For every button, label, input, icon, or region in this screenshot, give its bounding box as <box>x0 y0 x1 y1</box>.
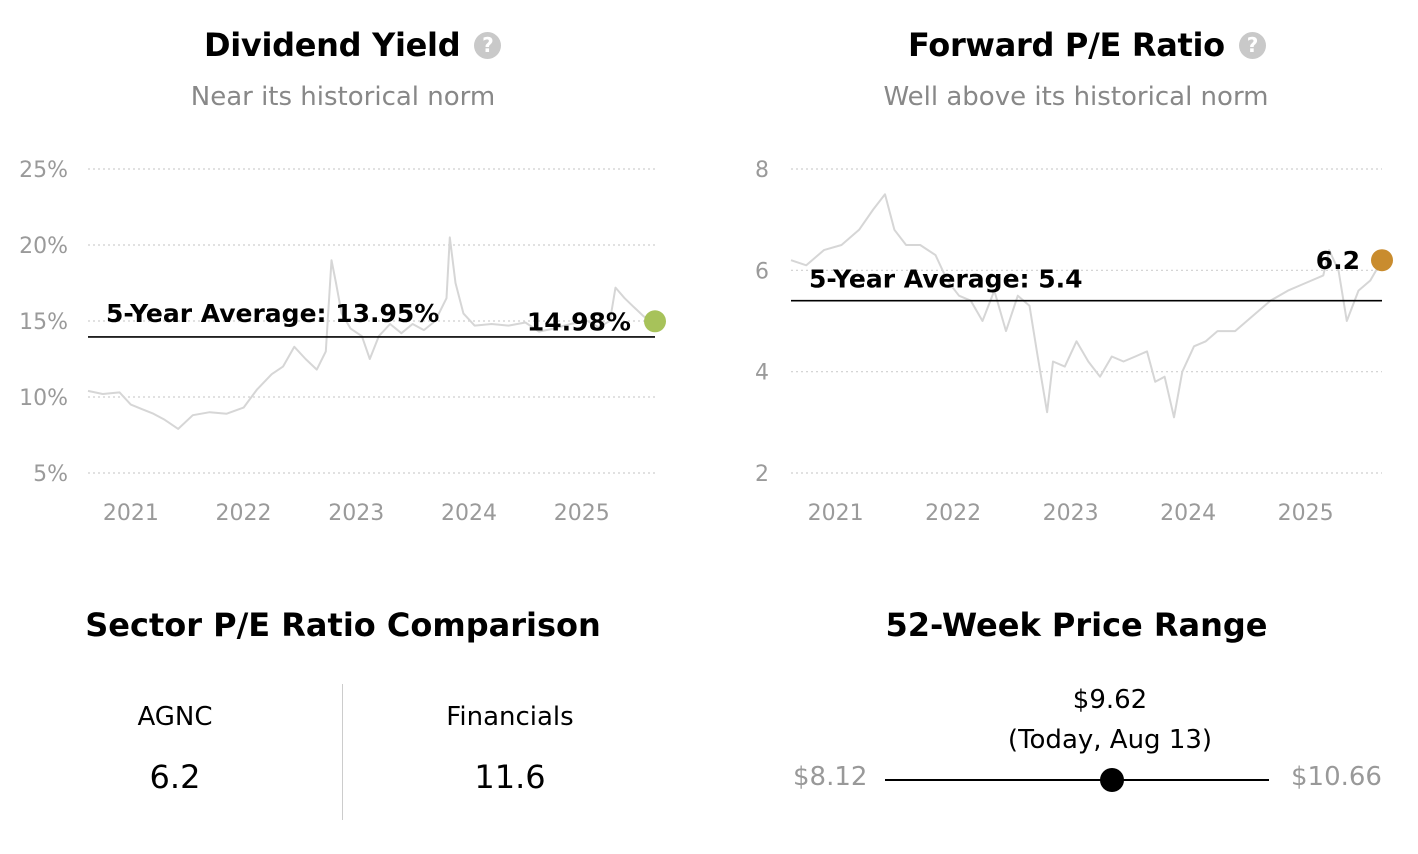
dividend-yield-title: Dividend Yield? <box>204 26 502 64</box>
price-range-current: $9.62 (Today, Aug 13) <box>960 680 1260 760</box>
current-point <box>1371 249 1393 272</box>
x-tick-label: 2025 <box>1278 501 1334 526</box>
price-range-title: 52-Week Price Range <box>885 606 1268 644</box>
average-label: 5-Year Average: 13.95% <box>106 299 439 328</box>
x-tick-label: 2022 <box>925 501 981 526</box>
current-point <box>644 310 666 333</box>
sector-value-financials: 11.6 <box>474 758 546 796</box>
price-range-track <box>885 779 1269 781</box>
help-icon[interactable]: ? <box>1238 32 1266 59</box>
series-line <box>790 193 1383 419</box>
x-tick-label: 2024 <box>1160 501 1216 526</box>
y-tick-label: 15% <box>19 310 68 335</box>
price-range-low: $8.12 <box>793 762 868 792</box>
x-tick-label: 2022 <box>216 501 272 526</box>
forward-pe-chart: 2 4 6 8 2021 2022 2023 2024 2025 5-Year Average: … <box>755 158 1393 526</box>
y-tick-label: 2 <box>755 462 769 487</box>
x-tick-label: 2024 <box>441 501 497 526</box>
dividend-yield-title-text: Dividend Yield <box>204 26 461 64</box>
x-tick-label: 2023 <box>1043 501 1099 526</box>
dividend-yield-subtitle: Near its historical norm <box>190 82 496 112</box>
help-icon[interactable]: ? <box>474 32 502 59</box>
y-tick-label: 4 <box>755 361 769 386</box>
current-price: $9.62 <box>1072 685 1148 715</box>
dividend-yield-chart: 5% 10% 15% 20% 25% 2021 2022 2023 2024 2025 5-Year… <box>19 158 666 526</box>
sector-name-financials: Financials <box>446 702 574 732</box>
current-price-note: (Today, Aug 13) <box>1007 725 1213 755</box>
current-value-label: 6.2 <box>1316 246 1360 275</box>
y-tick-label: 8 <box>755 158 769 183</box>
forward-pe-subtitle: Well above its historical norm <box>883 82 1269 112</box>
series-line <box>87 236 656 430</box>
y-tick-label: 20% <box>19 234 68 259</box>
y-tick-label: 25% <box>19 158 68 183</box>
forward-pe-title-text: Forward P/E Ratio <box>908 26 1225 64</box>
x-tick-label: 2023 <box>328 501 384 526</box>
price-range-marker[interactable] <box>1099 768 1124 792</box>
price-range-high: $10.66 <box>1291 762 1382 792</box>
y-tick-label: 10% <box>19 386 68 411</box>
x-tick-label: 2025 <box>554 501 610 526</box>
current-value-label: 14.98% <box>527 307 631 336</box>
average-label: 5-Year Average: 5.4 <box>809 265 1083 294</box>
x-tick-label: 2021 <box>103 501 159 526</box>
sector-name-agnc: AGNC <box>137 702 213 732</box>
forward-pe-title: Forward P/E Ratio? <box>908 26 1266 64</box>
sector-value-agnc: 6.2 <box>149 758 201 796</box>
sector-divider <box>342 684 343 820</box>
x-tick-label: 2021 <box>808 501 864 526</box>
y-tick-label: 6 <box>755 259 769 284</box>
sector-title: Sector P/E Ratio Comparison <box>85 606 601 644</box>
y-tick-label: 5% <box>33 462 68 487</box>
